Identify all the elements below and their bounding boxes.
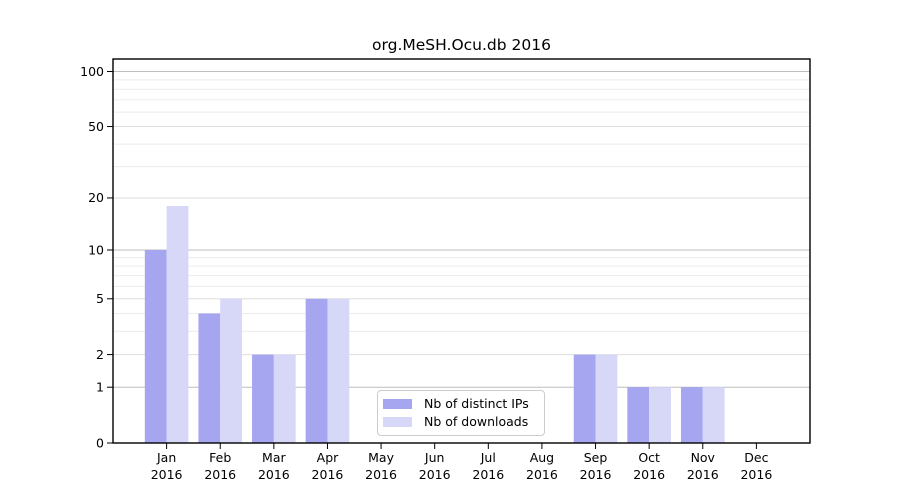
x-tick-label-year-mar: 2016 <box>258 467 290 482</box>
bar-downloads-9 <box>595 354 618 443</box>
legend: Nb of distinct IPs Nb of downloads <box>377 390 545 436</box>
legend-swatch-downloads <box>383 416 412 427</box>
bar-downloads-10 <box>649 387 671 443</box>
x-tick-label-month-may: May <box>368 450 394 465</box>
y-tick-label-100: 100 <box>80 64 104 79</box>
x-tick-label-year-jul: 2016 <box>472 467 504 482</box>
y-tick-label-20: 20 <box>88 190 104 205</box>
bar-downloads-2 <box>220 298 243 443</box>
bar-distinct-ips-1 <box>144 249 167 443</box>
x-tick-label-month-sep: Sep <box>584 450 608 465</box>
x-tick-label-month-jun: Jun <box>424 450 445 465</box>
bar-downloads-4 <box>327 298 350 443</box>
x-tick-label-year-aug: 2016 <box>526 467 558 482</box>
bar-distinct-ips-9 <box>573 354 596 443</box>
chart-title: org.MeSH.Ocu.db 2016 <box>372 36 551 54</box>
bar-downloads-11 <box>702 387 725 443</box>
x-tick-label-month-aug: Aug <box>530 450 554 465</box>
legend-swatch-distinct-ips <box>383 399 412 410</box>
x-tick-label-year-nov: 2016 <box>687 467 719 482</box>
x-tick-label-year-feb: 2016 <box>204 467 236 482</box>
bar-distinct-ips-11 <box>680 387 703 443</box>
bar-distinct-ips-3 <box>252 354 274 443</box>
bar-distinct-ips-4 <box>305 298 328 443</box>
legend-label-downloads: Nb of downloads <box>424 413 529 429</box>
y-tick-label-50: 50 <box>88 119 104 134</box>
y-tick-label-10: 10 <box>88 242 104 257</box>
x-tick-label-year-jun: 2016 <box>419 467 451 482</box>
bar-distinct-ips-10 <box>627 387 650 443</box>
x-tick-label-year-dec: 2016 <box>740 467 772 482</box>
y-tick-label-1: 1 <box>96 380 104 395</box>
plot-border <box>112 58 811 444</box>
x-tick-label-year-may: 2016 <box>365 467 397 482</box>
x-tick-label-year-oct: 2016 <box>633 467 665 482</box>
legend-item-distinct-ips: Nb of distinct IPs <box>383 396 539 411</box>
x-tick-label-year-apr: 2016 <box>312 467 344 482</box>
x-tick-label-month-jan: Jan <box>156 450 176 465</box>
y-tick-label-2: 2 <box>96 347 104 362</box>
x-tick-label-year-jan: 2016 <box>151 467 183 482</box>
x-tick-label-month-feb: Feb <box>209 450 231 465</box>
bar-distinct-ips-2 <box>198 313 221 443</box>
x-tick-label-month-mar: Mar <box>262 450 286 465</box>
bar-downloads-3 <box>273 354 296 443</box>
x-tick-label-year-sep: 2016 <box>580 467 612 482</box>
legend-label-distinct-ips: Nb of distinct IPs <box>424 396 529 411</box>
y-tick-label-0: 0 <box>96 435 104 450</box>
y-tick-label-5: 5 <box>96 291 104 306</box>
x-tick-label-month-jul: Jul <box>480 450 496 465</box>
x-tick-label-month-oct: Oct <box>638 450 660 465</box>
x-tick-label-month-dec: Dec <box>744 450 768 465</box>
legend-item-downloads: Nb of downloads <box>383 413 539 429</box>
bar-downloads-1 <box>166 205 189 443</box>
x-tick-label-month-nov: Nov <box>691 450 716 465</box>
x-tick-label-month-apr: Apr <box>317 450 339 465</box>
